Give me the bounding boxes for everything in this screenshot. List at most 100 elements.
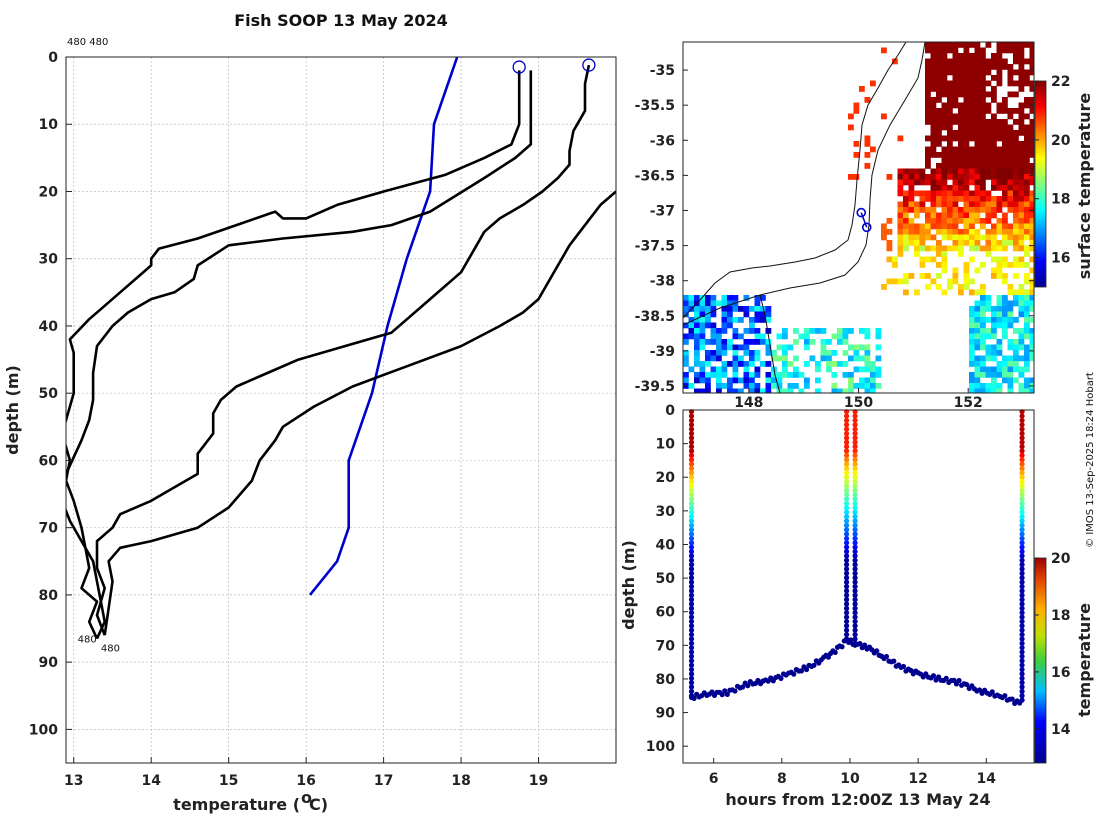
sst-cell xyxy=(969,146,975,153)
sst-cell xyxy=(782,355,788,362)
sst-cell xyxy=(787,388,794,393)
sst-cell xyxy=(908,185,915,191)
bottom-track-point xyxy=(811,662,817,668)
profile-point xyxy=(688,618,695,625)
sst-cell xyxy=(958,196,964,202)
profile-ytick-label: 40 xyxy=(39,319,59,335)
sst-cell xyxy=(886,174,893,180)
sst-cell xyxy=(1013,119,1019,125)
profile-point xyxy=(688,426,695,432)
sst-cell xyxy=(980,168,986,175)
sst-cell xyxy=(721,350,728,356)
sst-cell xyxy=(1029,245,1034,252)
sst-cell xyxy=(963,278,970,285)
sst-cell xyxy=(1018,339,1025,345)
profile-point xyxy=(852,636,858,642)
sst-cell xyxy=(980,317,986,323)
sst-cell xyxy=(853,350,860,356)
sst-cell xyxy=(996,267,1003,274)
dt-ytick-label: 40 xyxy=(656,537,676,553)
sst-cell xyxy=(782,366,788,373)
sst-cell xyxy=(947,130,953,136)
sst-cell xyxy=(952,212,959,219)
sst-cell xyxy=(991,124,997,131)
sst-cell xyxy=(1002,317,1008,323)
sst-cell xyxy=(754,328,761,334)
sst-cell xyxy=(1029,119,1034,125)
sst-cell xyxy=(936,185,942,191)
sst-cell xyxy=(864,135,871,142)
sst-cell xyxy=(1007,75,1014,81)
sst-cell xyxy=(941,245,948,252)
sst-cell xyxy=(688,322,695,329)
sst-cell xyxy=(974,69,981,76)
sst-cell xyxy=(996,322,1003,329)
sst-cell xyxy=(919,179,926,186)
sst-cell xyxy=(991,53,997,59)
sst-cell xyxy=(881,234,887,241)
sst-cell xyxy=(925,47,931,54)
sst-cell xyxy=(936,97,942,103)
sst-cell xyxy=(958,119,964,125)
sst-cell xyxy=(930,64,937,70)
sst-cell xyxy=(952,168,959,175)
sst-cell xyxy=(875,328,882,334)
sst-cell xyxy=(930,86,937,92)
profile-point xyxy=(688,553,695,559)
sst-cell xyxy=(969,135,975,142)
sst-cell xyxy=(919,262,926,268)
sst-cell xyxy=(969,377,975,384)
sst-cell xyxy=(914,174,920,180)
sst-cell xyxy=(969,157,975,164)
sst-cell xyxy=(1018,234,1025,241)
sst-cell xyxy=(1002,42,1008,48)
sst-cell xyxy=(991,328,997,334)
depth-time-ylabel: depth (m) xyxy=(619,540,638,630)
sst-cell xyxy=(958,69,964,76)
bottom-track-point xyxy=(1002,693,1008,699)
sst-cell xyxy=(963,108,970,114)
sst-cell xyxy=(947,47,953,54)
sst-cell xyxy=(974,339,981,345)
sst-cell xyxy=(1029,229,1034,235)
sst-cell xyxy=(963,267,970,274)
sst-cell xyxy=(716,344,722,351)
profile-point xyxy=(1019,601,1025,607)
sst-cell xyxy=(743,344,750,351)
sst-cell xyxy=(925,42,931,48)
sst-cell xyxy=(903,289,909,296)
sst-cell xyxy=(963,157,970,164)
sst-cell xyxy=(870,377,876,384)
sst-cell xyxy=(952,130,959,136)
sst-cell xyxy=(903,201,909,208)
sst-cell xyxy=(864,350,871,356)
sst-cell xyxy=(936,179,942,186)
sst-cell xyxy=(925,86,931,92)
sst-cell xyxy=(743,311,750,318)
sst-cell xyxy=(947,141,953,147)
sst-cell xyxy=(787,344,794,351)
credit-text: © IMOS 13-Sep-2025 18:24 Hobart xyxy=(1085,372,1096,548)
sst-cell xyxy=(859,383,865,389)
profile-point xyxy=(688,518,695,524)
sst-cell xyxy=(991,75,997,81)
sst-cell xyxy=(897,240,904,246)
profile-point xyxy=(688,487,695,493)
sst-cell xyxy=(1018,102,1025,109)
sst-cell xyxy=(930,97,937,103)
profile-point xyxy=(688,417,695,424)
sst-cell xyxy=(963,135,970,142)
sst-cell xyxy=(1018,146,1025,153)
sst-cell xyxy=(936,47,942,54)
sst-cell xyxy=(1024,234,1030,241)
sst-cell xyxy=(815,366,821,373)
sst-cell xyxy=(958,207,964,213)
sst-cell xyxy=(985,306,992,312)
sst-cell xyxy=(1002,240,1008,246)
sst-cell xyxy=(980,333,986,340)
sst-cell xyxy=(952,135,959,142)
sst-cell xyxy=(705,383,711,389)
sst-cell xyxy=(842,333,849,340)
temperature-colorbar-tick-label: 20 xyxy=(1051,551,1071,567)
sst-cell xyxy=(963,47,970,54)
